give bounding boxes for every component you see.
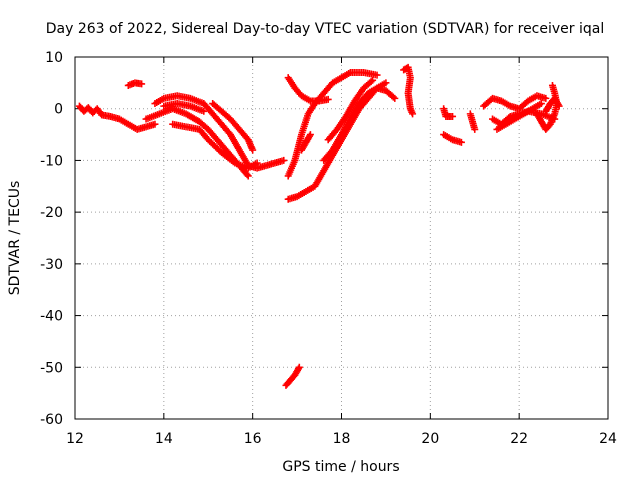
x-tick-label: 16	[244, 431, 262, 447]
series-arc-early-cluster	[75, 102, 159, 133]
data-point	[389, 93, 397, 101]
data-point	[382, 79, 390, 87]
data-point	[391, 94, 399, 102]
data-point	[373, 71, 381, 79]
series-arc-j	[324, 76, 377, 144]
grid-lines	[75, 57, 608, 419]
series-arc-e	[160, 100, 208, 115]
x-tick-label: 24	[599, 431, 617, 447]
data-point	[243, 171, 251, 179]
series-arc-k	[298, 131, 314, 154]
series-arc-early-short	[124, 79, 146, 89]
y-axis-label: SDTVAR / TECUs	[7, 181, 23, 296]
data-points	[75, 63, 563, 389]
y-tick-label: 0	[54, 102, 63, 118]
data-point	[151, 120, 159, 128]
y-tick-label: -50	[40, 360, 63, 376]
data-point	[537, 100, 545, 108]
series-arc-i	[320, 84, 399, 164]
data-point	[253, 159, 261, 167]
data-point	[548, 81, 556, 89]
data-point	[555, 102, 563, 110]
x-tick-label: 12	[66, 431, 84, 447]
series-arc-b	[142, 105, 252, 180]
y-tick-label: -20	[40, 205, 63, 221]
data-point	[249, 146, 257, 154]
data-point	[409, 110, 417, 118]
data-point	[542, 94, 550, 102]
data-point	[138, 80, 146, 88]
series-arc-o	[466, 110, 479, 133]
data-point	[324, 95, 332, 103]
y-tick-label: -60	[40, 412, 63, 428]
x-axis-label: GPS time / hours	[282, 459, 399, 475]
data-point	[200, 107, 208, 115]
series-arc-l	[400, 63, 417, 118]
series-arc-d	[209, 100, 257, 154]
series-arc-p	[480, 92, 550, 113]
series-arc-m	[440, 105, 457, 120]
series-arc-n	[440, 131, 465, 146]
data-point	[449, 112, 457, 120]
series-arc-c	[169, 120, 261, 172]
x-tick-label: 18	[333, 431, 351, 447]
data-point	[471, 125, 479, 133]
x-tick-label: 20	[421, 431, 439, 447]
axis-ticks: 12 14 16 18 20 22 24 10 0 -10 -20 -30 -40 -50 -60	[40, 50, 617, 447]
x-tick-label: 14	[155, 431, 173, 447]
data-point	[367, 78, 375, 86]
chart-title: Day 263 of 2022, Sidereal Day-to-day VTE…	[46, 21, 604, 37]
data-point	[306, 131, 314, 139]
data-point	[280, 156, 288, 164]
data-point	[457, 138, 465, 146]
data-point	[244, 172, 252, 180]
y-tick-label: 10	[45, 50, 63, 66]
y-tick-label: -30	[40, 257, 63, 273]
x-tick-label: 22	[510, 431, 528, 447]
data-point	[295, 363, 303, 371]
y-tick-label: -10	[40, 153, 63, 169]
series-arc-outlier	[282, 363, 303, 389]
series-arc-t	[542, 94, 563, 115]
data-point	[369, 76, 377, 84]
series-arc-r	[493, 100, 545, 133]
y-tick-label: -40	[40, 309, 63, 325]
